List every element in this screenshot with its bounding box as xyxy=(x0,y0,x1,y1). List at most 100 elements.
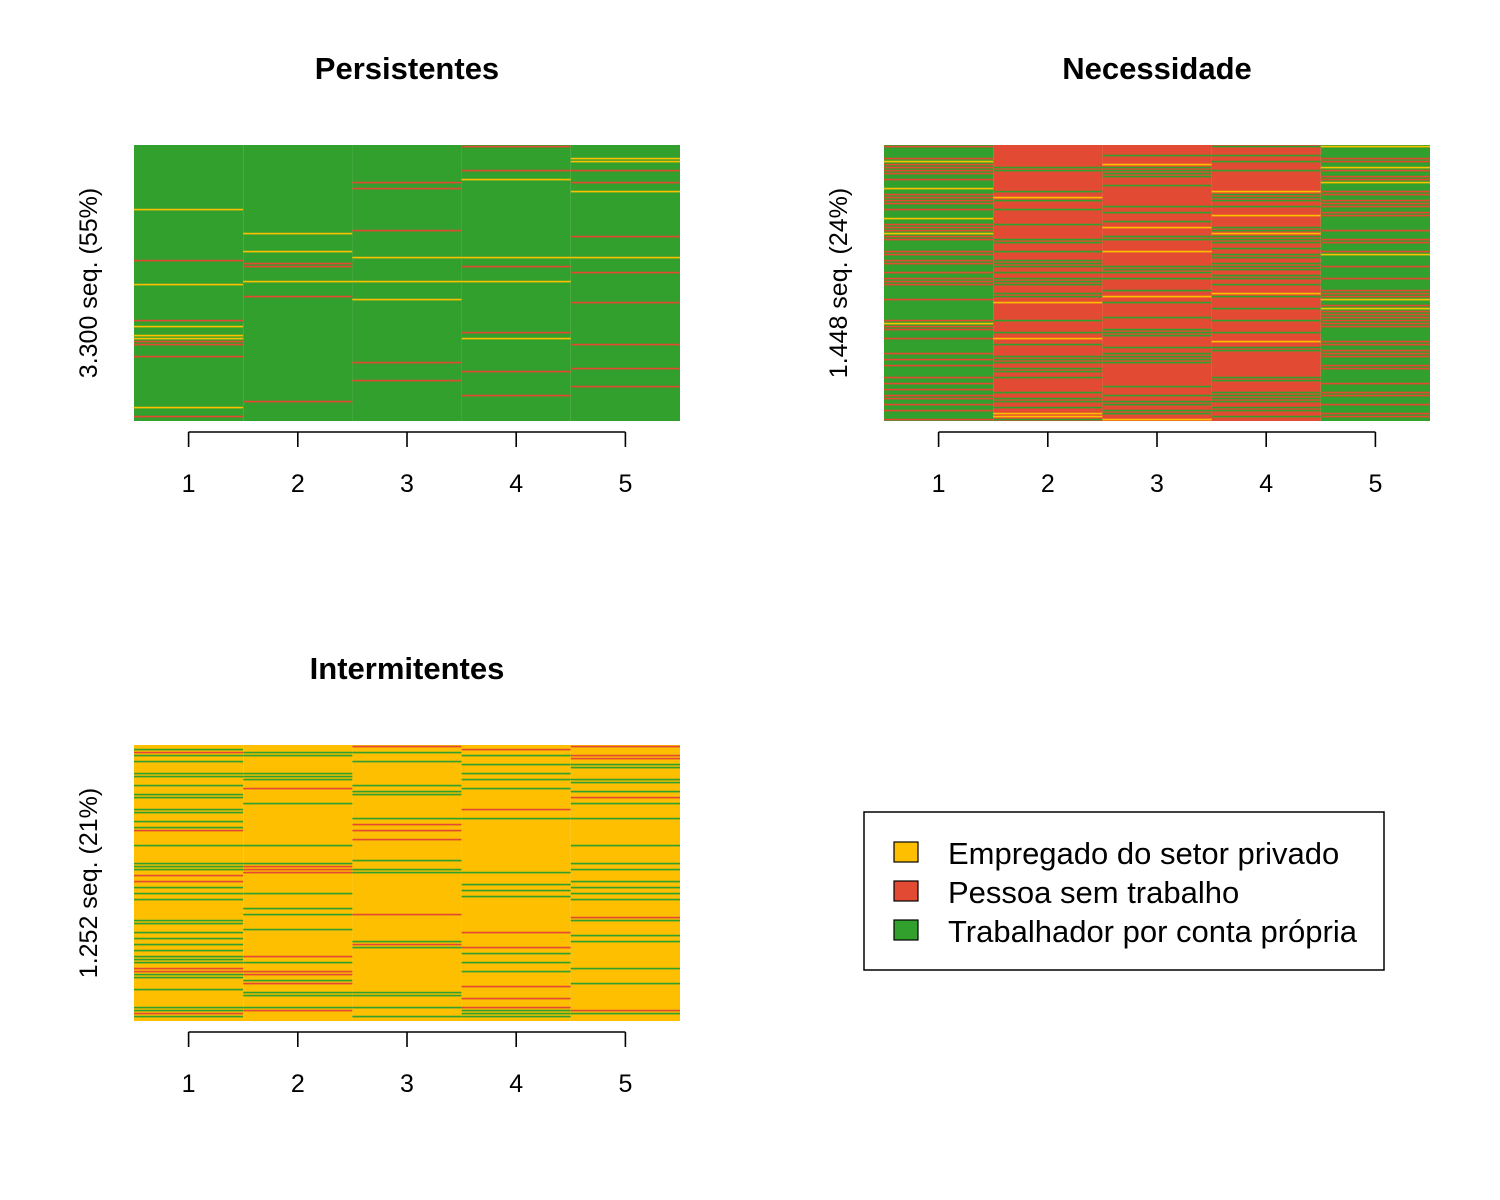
sequence-line xyxy=(570,169,680,172)
sequence-line xyxy=(1320,241,1430,244)
sequence-line xyxy=(570,271,680,274)
sequence-line xyxy=(1211,199,1321,202)
sequence-line xyxy=(461,754,571,757)
sequence-line xyxy=(1320,415,1430,418)
x-tick-label: 4 xyxy=(509,1070,523,1098)
sequence-line xyxy=(1102,175,1212,178)
sequence-line xyxy=(1320,166,1430,169)
column-4 xyxy=(1211,145,1321,421)
sequence-line xyxy=(1211,229,1321,232)
sequence-line xyxy=(1211,346,1321,349)
sequence-line xyxy=(243,868,353,871)
x-tick-label: 1 xyxy=(182,470,196,498)
sequence-line xyxy=(461,178,571,181)
sequence-line xyxy=(1211,277,1321,280)
sequence-line xyxy=(993,376,1103,379)
sequence-line xyxy=(993,283,1103,286)
sequence-line xyxy=(1211,238,1321,241)
sequence-line xyxy=(243,232,353,235)
sequence-line xyxy=(884,325,994,328)
sequence-line xyxy=(134,868,244,871)
sequence-line xyxy=(134,355,244,358)
sequence-line xyxy=(1320,289,1430,292)
sequence-line xyxy=(993,295,1103,298)
panel-title: Intermitentes xyxy=(310,651,505,686)
sequence-line xyxy=(993,259,1103,262)
sequence-line xyxy=(1211,253,1321,256)
sequence-line xyxy=(1102,220,1212,223)
plot-area xyxy=(134,145,680,421)
sequence-line xyxy=(570,190,680,193)
sequence-line xyxy=(352,868,462,871)
sequence-line xyxy=(1320,298,1430,301)
sequence-line xyxy=(461,808,571,811)
x-tick-label: 2 xyxy=(1041,470,1055,498)
sequence-line xyxy=(134,961,244,964)
sequence-line xyxy=(1320,205,1430,208)
sequence-line xyxy=(1211,241,1321,244)
column-1 xyxy=(884,145,994,421)
sequence-line xyxy=(1102,331,1212,334)
sequence-line xyxy=(1211,274,1321,277)
sequence-line xyxy=(570,868,680,871)
sequence-line xyxy=(884,163,994,166)
sequence-line xyxy=(1211,268,1321,271)
column-5 xyxy=(1320,145,1430,421)
sequence-line xyxy=(243,871,353,874)
sequence-line xyxy=(1211,400,1321,403)
sequence-line xyxy=(1320,202,1430,205)
sequence-line xyxy=(570,235,680,238)
sequence-line xyxy=(1102,295,1212,298)
sequence-line xyxy=(993,319,1103,322)
sequence-line xyxy=(1320,178,1430,181)
sequence-line xyxy=(352,1015,462,1018)
sequence-line xyxy=(134,922,244,925)
sequence-line xyxy=(134,892,244,895)
column-3 xyxy=(1102,145,1212,421)
sequence-line xyxy=(993,238,1103,241)
sequence-line xyxy=(570,745,680,748)
sequence-line xyxy=(1320,160,1430,163)
sequence-line xyxy=(134,754,244,757)
sequence-line xyxy=(884,232,994,235)
sequence-line xyxy=(352,829,462,832)
sequence-line xyxy=(243,979,353,982)
sequence-line xyxy=(1211,226,1321,229)
sequence-line xyxy=(243,973,353,976)
sequence-line xyxy=(884,322,994,325)
sequence-line xyxy=(352,838,462,841)
sequence-line xyxy=(243,928,353,931)
sequence-line xyxy=(134,844,244,847)
sequence-line xyxy=(993,367,1103,370)
legend-label: Empregado do setor privado xyxy=(948,836,1339,871)
sequence-line xyxy=(352,994,462,997)
legend-label: Trabalhador por conta própria xyxy=(948,914,1358,949)
sequence-line xyxy=(134,829,244,832)
sequence-line xyxy=(570,778,680,781)
sequence-line xyxy=(1102,301,1212,304)
sequence-line xyxy=(461,1012,571,1015)
sequence-line xyxy=(570,844,680,847)
sequence-line xyxy=(1320,355,1430,358)
sequence-line xyxy=(1211,160,1321,163)
sequence-line xyxy=(1102,154,1212,157)
sequence-line xyxy=(1320,310,1430,313)
sequence-line xyxy=(134,967,244,970)
legend-swatch xyxy=(893,841,919,863)
sequence-line xyxy=(993,241,1103,244)
sequence-line xyxy=(352,871,462,874)
sequence-line xyxy=(884,337,994,340)
sequence-line xyxy=(1102,361,1212,364)
sequence-line xyxy=(1211,235,1321,238)
sequence-line xyxy=(352,379,462,382)
sequence-line xyxy=(461,871,571,874)
sequence-line xyxy=(134,973,244,976)
sequence-line xyxy=(1102,400,1212,403)
panel-title: Necessidade xyxy=(1062,51,1252,86)
x-axis: 1 2 3 4 5 xyxy=(932,431,1382,498)
sequence-line xyxy=(1320,382,1430,385)
sequence-line xyxy=(1102,352,1212,355)
column-2 xyxy=(243,745,353,1021)
sequence-line xyxy=(352,943,462,946)
panel-persistentes: Persistentes 3.300 seq. (55%) 1 2 3 4 5 xyxy=(75,51,680,498)
